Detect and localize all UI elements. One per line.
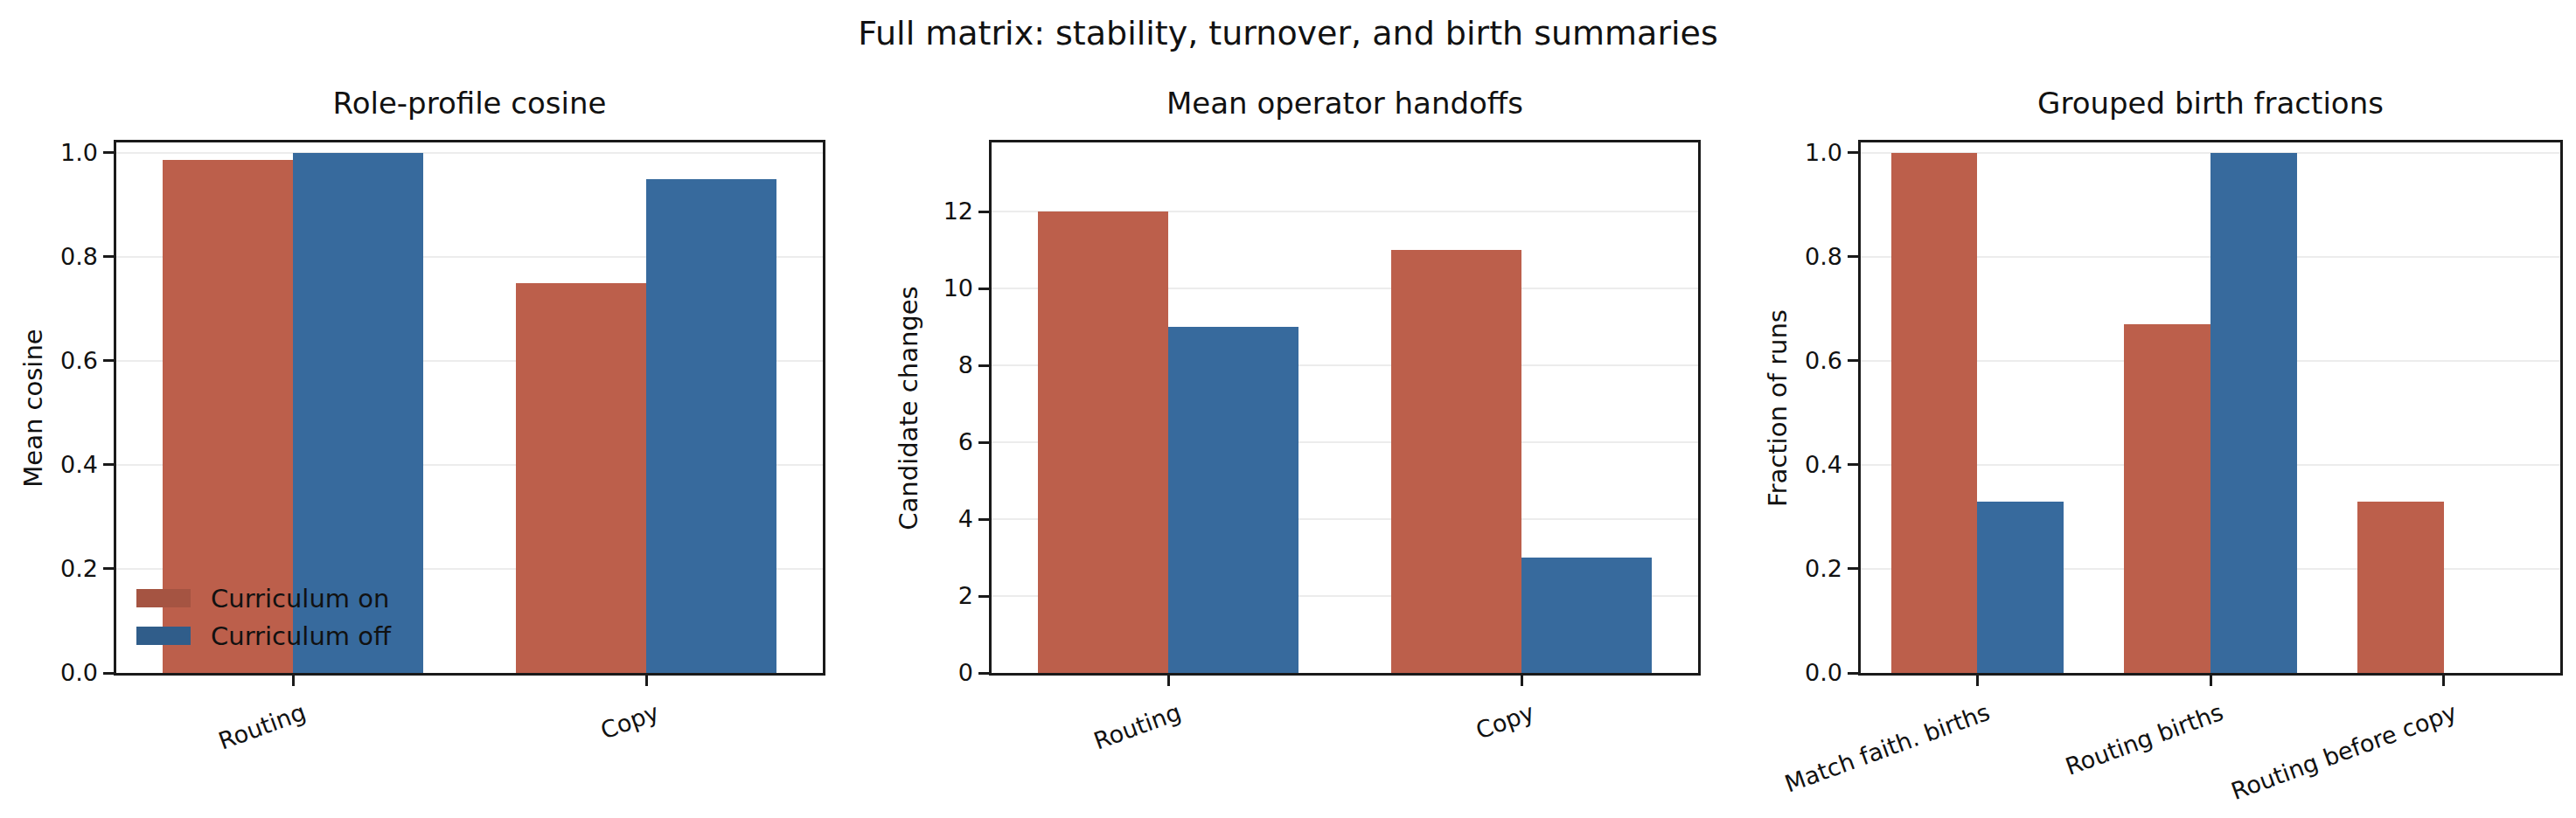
chart-grouped-birth-fractions: Grouped birth fractions Fraction of runs… — [0, 0, 2576, 818]
bar-curriculum-on — [2357, 502, 2444, 673]
y-tick-mark — [1848, 255, 1858, 258]
x-tick-mark — [2442, 676, 2445, 686]
y-tick-mark — [1848, 463, 1858, 466]
bar-curriculum-on — [1891, 153, 1978, 673]
y-tick-label: 0.4 — [1667, 451, 1842, 479]
y-tick-mark — [1848, 567, 1858, 570]
bar-curriculum-off — [1977, 502, 2064, 673]
y-tick-label: 0.2 — [1667, 555, 1842, 583]
y-tick-label: 0.6 — [1667, 347, 1842, 375]
chart-title: Grouped birth fractions — [1858, 86, 2563, 121]
bar-curriculum-off — [2210, 153, 2297, 673]
y-tick-mark — [1848, 359, 1858, 362]
bar-curriculum-on — [2124, 324, 2210, 673]
y-tick-mark — [1848, 672, 1858, 675]
y-tick-label: 0.0 — [1667, 659, 1842, 687]
y-tick-mark — [1848, 151, 1858, 154]
x-tick-mark — [1976, 676, 1979, 686]
figure: Full matrix: stability, turnover, and bi… — [0, 0, 2576, 818]
x-tick-label: Routing before copy — [2106, 698, 2460, 818]
y-tick-label: 0.8 — [1667, 243, 1842, 271]
plot-area — [1858, 140, 2563, 676]
y-tick-label: 1.0 — [1667, 139, 1842, 167]
x-tick-mark — [2210, 676, 2212, 686]
